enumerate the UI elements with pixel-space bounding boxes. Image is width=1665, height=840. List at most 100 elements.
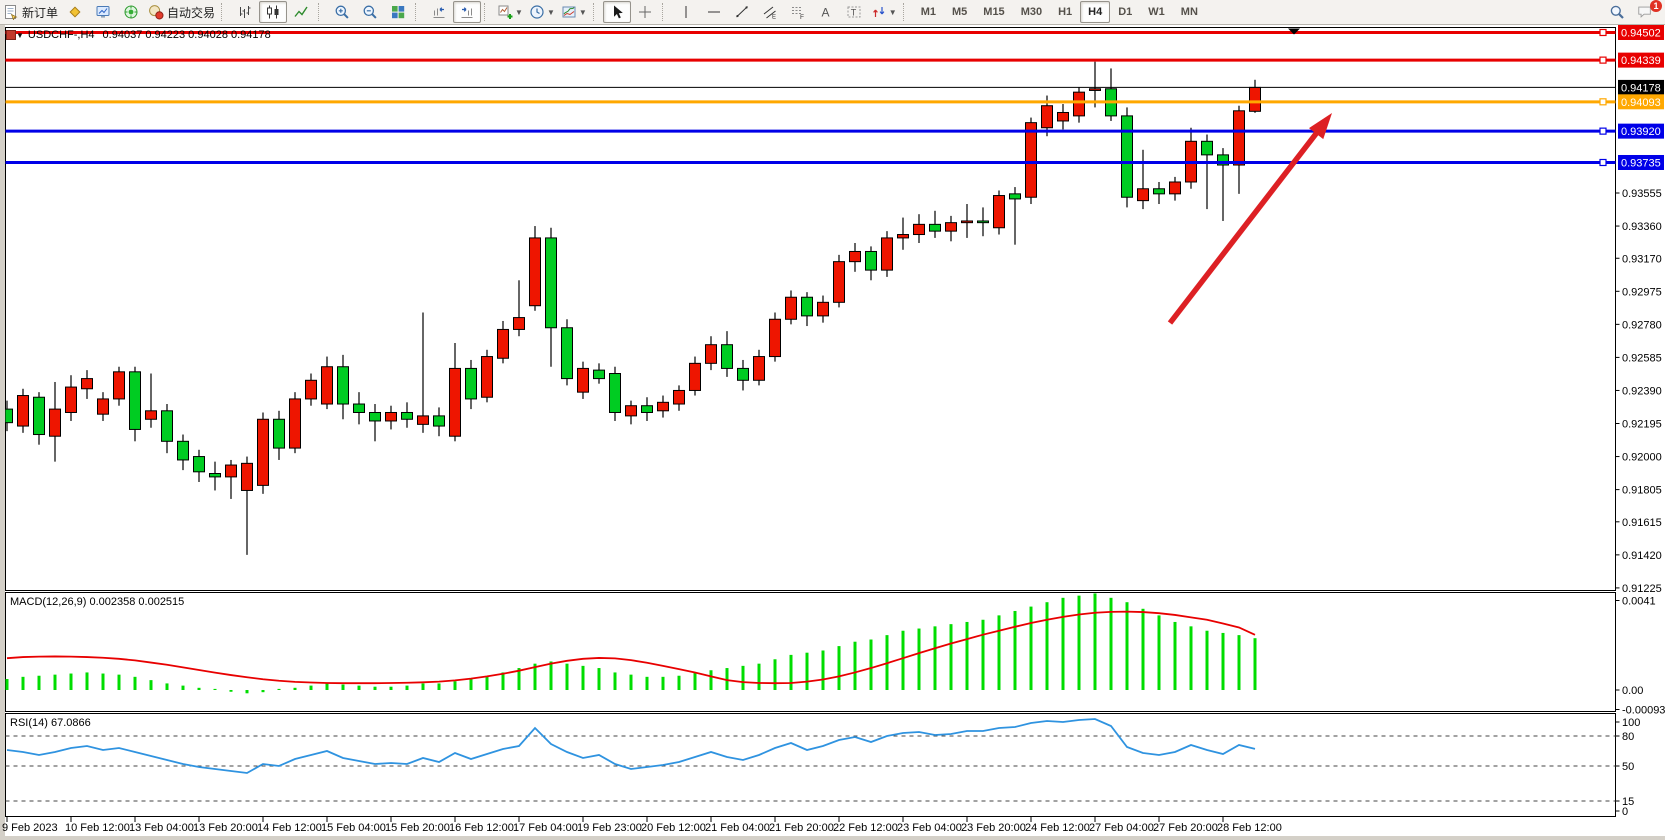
new-order-button[interactable]: 新订单 <box>0 1 61 23</box>
chat-button[interactable]: 1 <box>1631 0 1662 23</box>
window-bottom-edge <box>0 836 1665 840</box>
price-tick-label: 0.93360 <box>1622 221 1662 233</box>
timeframe-m5-button[interactable]: M5 <box>952 6 968 18</box>
price-tick-label: 0.91615 <box>1622 517 1662 529</box>
toolbar: 新订单 自动交易 ▼ ▼ ▼ E F A T ▼ M1 M5 M15 M30 H1 H4 D1 W1 MN 1 <box>0 0 1665 25</box>
price-tick-label: 0.93170 <box>1622 253 1662 265</box>
horizontal-line-button[interactable] <box>700 1 728 23</box>
chevron-down-icon: ▼ <box>888 7 897 17</box>
periods-button[interactable]: ▼ <box>526 1 558 23</box>
timeframe-w1-button[interactable]: W1 <box>1148 6 1165 18</box>
market-watch-icon <box>95 4 111 20</box>
fibonacci-button[interactable]: F <box>784 1 812 23</box>
date-label: 13 Feb 20:00 <box>193 822 258 834</box>
trendline-icon <box>734 4 750 20</box>
resistance-line-1-badge <box>1618 24 1664 40</box>
trend-arrow-head <box>1308 113 1332 140</box>
date-label: 23 Feb 20:00 <box>961 822 1026 834</box>
crosshair-icon <box>637 4 653 20</box>
search-icon <box>1609 4 1625 20</box>
date-label: 28 Feb 12:00 <box>1217 822 1282 834</box>
navigator-button[interactable] <box>117 1 145 23</box>
toolbar-group-chart-type <box>231 0 315 24</box>
support-line-1-handle[interactable] <box>1599 127 1607 135</box>
resistance-line-2-handle[interactable] <box>1599 56 1607 64</box>
current-price-line-badge <box>1618 79 1664 95</box>
toolbar-group-scroll <box>425 0 482 24</box>
date-label: 10 Feb 12:00 <box>65 822 130 834</box>
chart-shift-button[interactable] <box>453 1 482 23</box>
crosshair-button[interactable] <box>631 1 659 23</box>
timeframe-m30-button[interactable]: M30 <box>1020 6 1043 18</box>
macd-axis-label: -0.000934 <box>1622 705 1665 717</box>
arrows-icon <box>871 4 887 20</box>
price-tick-label: 0.91225 <box>1622 583 1662 595</box>
timeframe-m15-button[interactable]: M15 <box>983 6 1005 18</box>
macd-indicator-label: MACD(12,26,9) 0.002358 0.002515 <box>10 596 185 608</box>
indicators-icon <box>497 4 513 20</box>
auto-trading-button[interactable]: 自动交易 <box>145 1 218 23</box>
tile-windows-icon <box>390 4 406 20</box>
macd-axis-label: 0.00 <box>1622 685 1643 697</box>
support-line-2-badge-label: 0.93735 <box>1621 157 1661 169</box>
timeframe-d1-button[interactable]: D1 <box>1118 6 1133 18</box>
support-line-2-handle[interactable] <box>1599 158 1607 167</box>
price-tick-label: 0.92975 <box>1622 286 1662 298</box>
support-line-1-badge <box>1618 123 1664 139</box>
search-button[interactable] <box>1603 1 1631 23</box>
pivot-line-handle[interactable] <box>1599 98 1607 106</box>
market-watch-button[interactable] <box>89 1 117 23</box>
resistance-line-1-handle[interactable] <box>1599 28 1607 37</box>
price-tick-label: 0.92780 <box>1622 319 1662 331</box>
price-tick-label: 0.92195 <box>1622 419 1662 431</box>
macd-signal-line <box>6 610 1256 685</box>
notification-badge: 1 <box>1650 0 1662 12</box>
auto-scroll-button[interactable] <box>425 1 453 23</box>
rsi-axis-label: 50 <box>1622 761 1634 773</box>
zoom-out-button[interactable] <box>356 1 384 23</box>
zoom-in-button[interactable] <box>328 1 356 23</box>
trend-arrow[interactable] <box>1167 122 1326 325</box>
price-tick-label: 0.93555 <box>1622 188 1662 200</box>
price-tick-label: 0.92390 <box>1622 385 1662 397</box>
line-chart-button[interactable] <box>287 1 315 23</box>
templates-button[interactable]: ▼ <box>558 1 590 23</box>
date-label: 15 Feb 04:00 <box>321 822 386 834</box>
chevron-down-icon: ▼ <box>578 7 587 17</box>
trendline-button[interactable] <box>728 1 756 23</box>
chart-window-button[interactable] <box>61 1 89 23</box>
svg-text:F: F <box>800 14 804 20</box>
macd-pane[interactable] <box>5 592 1616 712</box>
date-label: 21 Feb 04:00 <box>705 822 770 834</box>
date-label: 14 Feb 12:00 <box>257 822 322 834</box>
auto-trading-icon <box>148 4 164 20</box>
toolbar-separator <box>661 3 667 21</box>
text-button[interactable]: A <box>812 1 840 23</box>
date-label: 23 Feb 04:00 <box>897 822 962 834</box>
bar-chart-button[interactable] <box>231 1 259 23</box>
arrows-button[interactable]: ▼ <box>868 1 900 23</box>
tile-windows-button[interactable] <box>384 1 412 23</box>
cursor-button[interactable] <box>602 1 631 23</box>
candlestick-button[interactable] <box>259 1 288 23</box>
timeframe-mn-button[interactable]: MN <box>1180 6 1198 18</box>
svg-text:E: E <box>772 15 776 21</box>
indicators-button[interactable]: ▼ <box>494 1 526 23</box>
text-label-button[interactable]: T <box>840 1 868 23</box>
rsi-axis-label: 80 <box>1622 731 1634 743</box>
price-tick-label: 0.91805 <box>1622 485 1662 497</box>
timeframe-h1-button[interactable]: H1 <box>1058 6 1073 18</box>
timeframe-m1-button[interactable]: M1 <box>920 6 936 18</box>
chart-window-icon-badge <box>6 30 16 40</box>
candlesticks <box>5 61 1261 555</box>
macd-axis-label: 0.0041 <box>1622 596 1656 608</box>
current-price-line-badge-label: 0.94178 <box>1621 82 1661 94</box>
chart-shift-marker[interactable] <box>1288 28 1300 35</box>
timeframe-h4-button[interactable]: H4 <box>1080 1 1111 23</box>
equidistant-channel-button[interactable]: E <box>756 1 784 23</box>
chevron-down-icon: ▼ <box>16 30 24 40</box>
rsi-axis-label: 100 <box>1622 717 1640 729</box>
vertical-line-button[interactable] <box>672 1 700 23</box>
date-label: 17 Feb 04:00 <box>513 822 578 834</box>
